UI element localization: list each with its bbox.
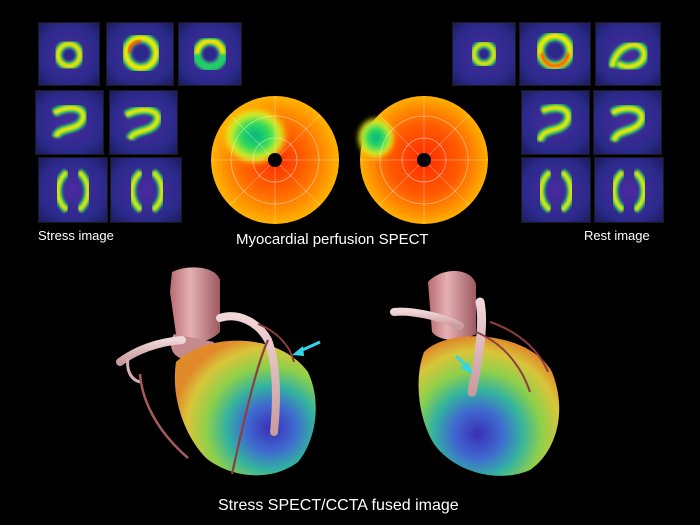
rest-vertical-long-axis-slice-2 [593, 90, 662, 155]
rest-polar-map [356, 96, 488, 224]
left-anterior-descending-artery [467, 297, 487, 397]
aorta [428, 271, 476, 340]
left-ventricle-surface [174, 340, 316, 476]
rest-horizontal-long-axis-slice-2 [594, 157, 664, 223]
stress-polar-map [211, 96, 339, 224]
rca-distal [138, 373, 189, 459]
rest-image-label: Rest image [584, 228, 650, 243]
stress-image-label: Stress image [38, 228, 114, 243]
circumflex-branch [257, 323, 295, 363]
rest-vertical-long-axis-slice-1 [521, 90, 590, 155]
stress-short-axis-slice-1 [38, 22, 100, 86]
left-ventricle-surface [418, 336, 560, 476]
stenosis-arrow [292, 340, 321, 356]
fused-heart-lateral-view [390, 271, 560, 476]
stress-vertical-long-axis-slice-2 [109, 90, 178, 155]
rest-short-axis-slice-2 [519, 22, 591, 86]
stress-short-axis-slice-2 [106, 22, 174, 86]
fused-heart-anterior-view [116, 267, 321, 476]
stress-short-axis-slice-3 [178, 22, 242, 86]
circumflex-artery [390, 307, 464, 330]
diagonal-branch [475, 331, 531, 393]
stenosis-arrow [454, 354, 473, 374]
rest-short-axis-slice-3 [595, 22, 661, 86]
stress-vertical-long-axis-slice-1 [35, 90, 104, 155]
aorta [170, 267, 220, 343]
marginal-branch [489, 321, 549, 373]
stress-horizontal-long-axis-slice-2 [110, 157, 182, 223]
rca-branch [126, 357, 141, 384]
stress-horizontal-long-axis-slice-1 [38, 157, 108, 223]
myocardial-perfusion-spect-label: Myocardial perfusion SPECT [236, 231, 429, 248]
fused-image-caption: Stress SPECT/CCTA fused image [218, 497, 459, 514]
right-coronary-artery [116, 336, 186, 366]
diagonal-branch [230, 339, 270, 475]
rest-horizontal-long-axis-slice-1 [521, 157, 591, 223]
rest-short-axis-slice-1 [452, 22, 516, 86]
